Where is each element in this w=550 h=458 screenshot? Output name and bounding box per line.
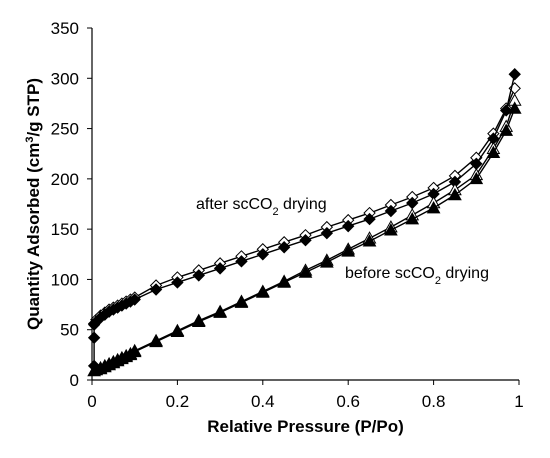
x-tick-label: 1 (514, 392, 523, 411)
series-layer (87, 68, 522, 377)
data-point-marker (426, 200, 441, 214)
y-tick-label: 300 (51, 69, 79, 88)
annotation-before-pre: before scCO (345, 265, 435, 282)
data-point-marker (320, 226, 334, 240)
data-point-marker (363, 212, 376, 226)
y-tick-label: 200 (51, 170, 79, 189)
data-point-marker (499, 104, 513, 117)
data-point-marker (171, 276, 184, 289)
y-axis-title-superscript: 3 (24, 137, 36, 143)
data-point-marker (277, 275, 291, 288)
data-point-marker (469, 171, 484, 185)
data-point-marker (486, 145, 501, 159)
x-tick-label: 0.4 (251, 392, 275, 411)
y-tick-label: 350 (51, 19, 79, 38)
data-point-marker (299, 233, 312, 247)
annotation-before-post: drying (441, 265, 489, 282)
y-tick-label: 0 (70, 371, 79, 390)
data-point-marker (128, 293, 141, 306)
data-point-marker (507, 101, 522, 114)
x-tick-layer: 0 0.2 0.4 0.6 0.8 1 (87, 380, 524, 411)
data-point-marker (213, 262, 227, 275)
data-point-marker (448, 187, 462, 201)
data-point-marker (234, 295, 249, 308)
data-point-marker (499, 123, 514, 136)
data-point-marker (320, 255, 334, 268)
x-tick-label: 0.6 (336, 392, 360, 411)
x-tick-label: 0.8 (422, 392, 446, 411)
y-tick-label: 50 (60, 321, 79, 340)
y-axis-title-rest: /g STP) (24, 78, 43, 137)
y-axis-title-main: Quantity Adsorbed (cm (24, 143, 43, 330)
data-point-marker (508, 68, 521, 81)
series-diamond-filled (87, 68, 521, 373)
data-point-marker (405, 212, 420, 225)
data-point-marker (298, 265, 313, 278)
x-tick-label: 0 (87, 392, 96, 411)
data-point-marker (362, 234, 377, 247)
data-point-marker (255, 285, 270, 298)
axes-layer (91, 28, 519, 381)
data-point-marker (235, 255, 248, 268)
annotation-after-drying: after scCO2 drying (196, 196, 327, 218)
data-point-marker (192, 269, 205, 282)
data-point-marker (170, 324, 185, 338)
annotation-after-post: drying (279, 196, 327, 213)
data-point-marker (384, 223, 398, 236)
series-triangle-filled (87, 101, 522, 377)
x-tick-label: 0.2 (166, 392, 190, 411)
data-point-marker (256, 248, 270, 261)
data-point-marker (149, 283, 163, 296)
annotation-before-sub: 2 (435, 275, 441, 287)
annotation-after-sub: 2 (272, 206, 278, 218)
y-axis-title: Quantity Adsorbed (cm3/g STP) (24, 78, 43, 330)
data-point-marker (277, 241, 291, 254)
annotation-before-drying: before scCO2 drying (345, 265, 489, 287)
data-point-marker (149, 334, 163, 348)
data-point-marker (213, 305, 227, 318)
y-tick-label: 250 (51, 120, 79, 139)
data-point-marker (87, 331, 101, 344)
data-point-marker (341, 219, 355, 233)
x-axis-title: Relative Pressure (P/Po) (207, 417, 404, 436)
series-line (93, 74, 516, 366)
data-point-marker (127, 344, 142, 358)
annotation-after-pre: after scCO (196, 196, 272, 213)
data-point-marker (384, 204, 398, 218)
data-point-marker (191, 314, 206, 327)
y-tick-layer: 0 50 100 150 200 250 300 350 (51, 19, 92, 390)
y-tick-label: 100 (51, 270, 79, 289)
y-tick-label: 150 (51, 220, 79, 239)
data-point-marker (341, 244, 356, 257)
